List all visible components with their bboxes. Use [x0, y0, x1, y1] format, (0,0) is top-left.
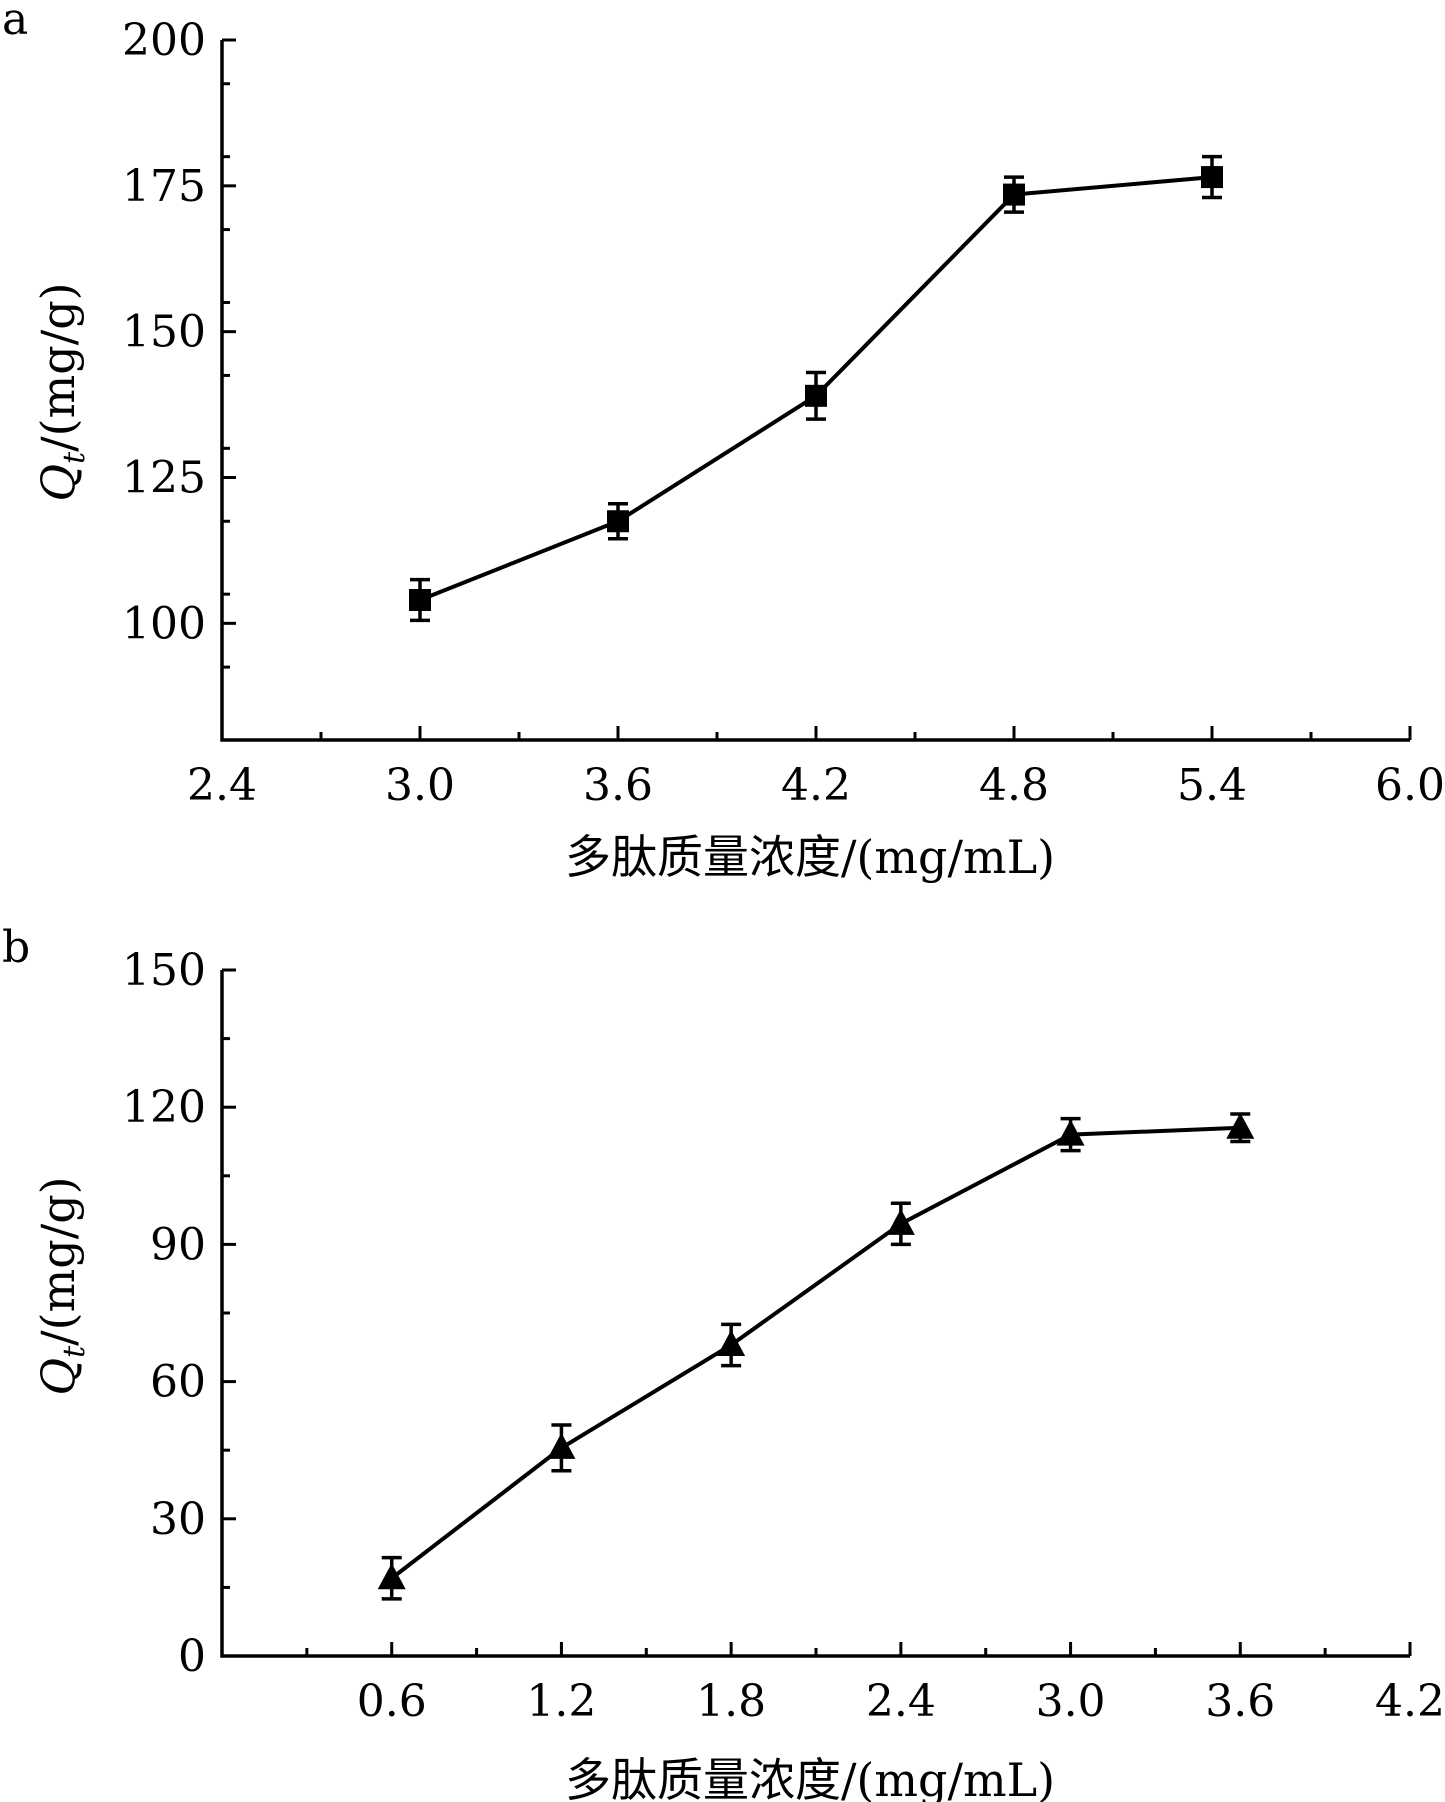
panel-label-b: b: [2, 922, 30, 973]
panel-b-x-axis-label: 多肽质量浓度/(mg/mL): [565, 1753, 1055, 1802]
panel-a-y-label-subscript: t: [57, 451, 92, 464]
panel-b-x-tick-label: 4.2: [1375, 1676, 1445, 1727]
panel-b-data-point: [717, 1330, 746, 1357]
panel-b-y-tick-label: 0: [178, 1631, 206, 1682]
panel-a-x-tick-label: 4.2: [781, 760, 851, 811]
panel-b-y-tick-label: 30: [150, 1494, 206, 1545]
panel-b-x-tick-label: 3.0: [1036, 1676, 1106, 1727]
panel-a-y-tick-label: 175: [122, 161, 206, 212]
panel-a-x-tick-label: 5.4: [1177, 760, 1247, 811]
panel-a-data-point: [607, 510, 629, 533]
panel-label-a: a: [2, 0, 28, 45]
panel-b-axis-lines: [220, 970, 1410, 1658]
panel-a-x-tick-label: 3.6: [583, 760, 653, 811]
panel-b-y-label-symbol: Q: [31, 1358, 85, 1396]
panel-b-series: [377, 1112, 1255, 1601]
panel-b-x-tick-label: 1.8: [696, 1676, 766, 1727]
panel-b-x-tick-label: 3.6: [1205, 1676, 1275, 1727]
panel-b-data-point: [377, 1563, 406, 1590]
panel-a-y-label-unit: /(mg/g): [31, 282, 85, 451]
panel-b-x-tick-label: 1.2: [526, 1676, 596, 1727]
panel-b-data-point: [547, 1432, 576, 1459]
panel-b-y-tick-label: 90: [150, 1219, 206, 1270]
panel-a-axes: 2.4 3.0 3.6 4.2 4.8 5.4 6.0 100 125 150 175 200: [122, 15, 1445, 811]
panel-b-y-tick-label: 60: [150, 1357, 206, 1408]
panel-b-data-point: [1226, 1112, 1255, 1139]
panel-b-chart: b 0.6 1.2 1.8 2.4 3.0 3.6 4.2 0 30 60 90 120 150 多肽质…: [2, 922, 1445, 1802]
panel-a-y-axis-label: Qt/(mg/g): [31, 282, 92, 501]
panel-a-x-axis-label: 多肽质量浓度/(mg/mL): [565, 830, 1055, 884]
panel-b-y-axis-label: Qt/(mg/g): [31, 1176, 92, 1395]
panel-a-chart: a 2.4 3.0 3.6 4.2 4.8 5.4 6.0 100 125 150 175 200 多…: [2, 0, 1445, 884]
panel-a-x-tick-label: 2.4: [187, 760, 257, 811]
panel-b-y-label-subscript: t: [57, 1345, 92, 1358]
panel-b-axes: 0.6 1.2 1.8 2.4 3.0 3.6 4.2 0 30 60 90 120 150: [122, 945, 1445, 1727]
panel-b-data-point: [1056, 1119, 1085, 1146]
panel-b-x-tick-label: 2.4: [866, 1676, 936, 1727]
panel-a-x-tick-label: 6.0: [1375, 760, 1445, 811]
panel-b-y-tick-label: 120: [122, 1082, 206, 1133]
panel-a-y-label-symbol: Q: [31, 464, 85, 502]
panel-a-data-point: [1201, 166, 1223, 189]
panel-a-y-tick-label: 200: [122, 15, 206, 66]
panel-b-x-tick-label: 0.6: [357, 1676, 427, 1727]
panel-a-data-point: [805, 384, 827, 407]
panel-b-data-point: [886, 1208, 915, 1235]
panel-b-series-line: [390, 1125, 1241, 1580]
panel-b-y-tick-label: 150: [122, 945, 206, 996]
panel-a-y-tick-label: 100: [122, 598, 206, 649]
panel-a-y-tick-label: 150: [122, 307, 206, 358]
panel-a-x-tick-label: 4.8: [979, 760, 1049, 811]
panel-a-data-point: [409, 589, 431, 611]
panel-b-y-label-unit: /(mg/g): [31, 1176, 85, 1345]
panel-a-x-tick-label: 3.0: [385, 760, 455, 811]
panel-a-y-tick-label: 125: [122, 453, 206, 504]
panel-a-series: [409, 154, 1223, 623]
panel-a-data-point: [1003, 183, 1025, 206]
